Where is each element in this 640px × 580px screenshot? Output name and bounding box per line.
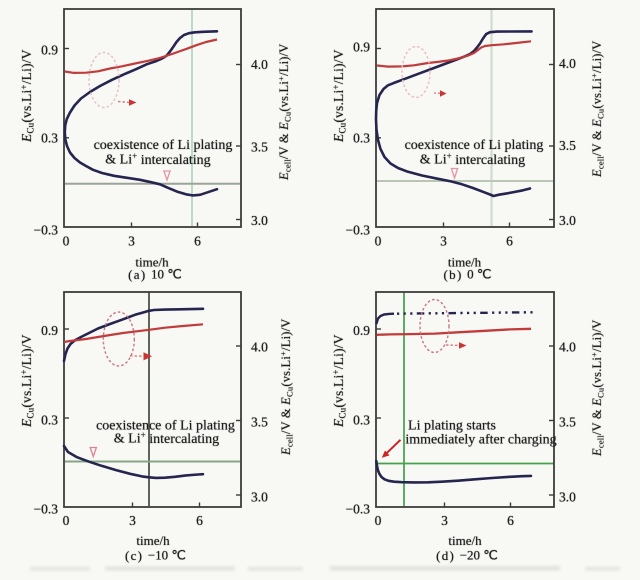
svg-text:0.3: 0.3	[353, 413, 370, 428]
svg-text:0: 0	[375, 513, 382, 528]
svg-text:coexistence of Li plating: coexistence of Li plating	[94, 138, 233, 153]
svg-text:Ecell/V & ECu(vs.Li+/Li)/V: Ecell/V & ECu(vs.Li+/Li)/V	[276, 43, 293, 181]
svg-text:(b) 0 ℃: (b) 0 ℃	[444, 267, 492, 282]
svg-text:6: 6	[194, 234, 201, 249]
svg-text:4.0: 4.0	[251, 340, 268, 355]
svg-text:time/h: time/h	[135, 255, 169, 270]
svg-text:0: 0	[375, 234, 382, 249]
svg-text:Li plating starts: Li plating starts	[408, 418, 496, 433]
svg-text:(a) 10 ℃: (a) 10 ℃	[128, 267, 182, 282]
svg-text:0: 0	[63, 234, 70, 249]
svg-text:6: 6	[506, 234, 513, 249]
svg-text:4.0: 4.0	[559, 56, 576, 71]
svg-text:(d) −20 ℃: (d) −20 ℃	[436, 548, 498, 563]
svg-text:ECu(vs.Li+/Li)/V: ECu(vs.Li+/Li)/V	[19, 49, 36, 143]
svg-text:0.9: 0.9	[41, 43, 58, 58]
svg-text:coexistence of Li plating: coexistence of Li plating	[96, 418, 235, 433]
svg-text:6: 6	[196, 513, 203, 528]
svg-text:3.0: 3.0	[251, 213, 268, 228]
svg-text:& Li+ intercalating: & Li+ intercalating	[114, 430, 219, 447]
svg-text:0.3: 0.3	[41, 413, 58, 428]
svg-text:4.0: 4.0	[559, 340, 576, 355]
svg-text:3.5: 3.5	[559, 138, 576, 153]
svg-text:Ecell/V & ECu(vs.Li+/Li)/V: Ecell/V & ECu(vs.Li+/Li)/V	[589, 40, 606, 178]
svg-text:3.5: 3.5	[251, 415, 268, 430]
svg-text:3: 3	[129, 513, 136, 528]
svg-text:time/h: time/h	[448, 255, 482, 270]
svg-text:−0.3: −0.3	[34, 223, 59, 238]
svg-text:0.9: 0.9	[353, 40, 370, 55]
svg-text:ECu(vs.Li+/Li)/V: ECu(vs.Li+/Li)/V	[19, 334, 36, 428]
svg-text:3: 3	[441, 513, 448, 528]
svg-text:3.0: 3.0	[251, 490, 268, 505]
svg-text:6: 6	[507, 513, 514, 528]
svg-text:coexistence of Li plating: coexistence of Li plating	[405, 138, 544, 153]
svg-text:3: 3	[128, 234, 135, 249]
svg-text:0.3: 0.3	[353, 131, 370, 146]
svg-text:& Li+ intercalating: & Li+ intercalating	[105, 151, 210, 168]
svg-text:time/h: time/h	[448, 533, 482, 548]
svg-text:3.0: 3.0	[559, 213, 576, 228]
svg-text:3.5: 3.5	[559, 415, 576, 430]
svg-text:Ecell/V & ECu(vs.Li+/Li)/V: Ecell/V & ECu(vs.Li+/Li)/V	[278, 318, 295, 456]
svg-text:0.9: 0.9	[41, 323, 58, 338]
svg-text:3.5: 3.5	[251, 140, 268, 155]
svg-text:ECu(vs.Li+/Li)/V: ECu(vs.Li+/Li)/V	[331, 49, 348, 143]
svg-text:0.9: 0.9	[353, 323, 370, 338]
svg-text:−0.3: −0.3	[346, 502, 371, 517]
svg-text:−0.3: −0.3	[346, 223, 371, 238]
svg-text:& Li+ intercalating: & Li+ intercalating	[420, 151, 525, 168]
svg-text:ECu(vs.Li+/Li)/V: ECu(vs.Li+/Li)/V	[331, 334, 348, 428]
svg-text:4.0: 4.0	[251, 57, 268, 72]
svg-text:−0.3: −0.3	[34, 502, 59, 517]
svg-text:Ecell/V & ECu(vs.Li+/Li)/V: Ecell/V & ECu(vs.Li+/Li)/V	[589, 319, 606, 457]
svg-text:(c) −10 ℃: (c) −10 ℃	[125, 548, 186, 563]
svg-text:time/h: time/h	[136, 533, 170, 548]
svg-text:0: 0	[63, 513, 70, 528]
svg-text:0.3: 0.3	[41, 131, 58, 146]
svg-text:3.0: 3.0	[559, 490, 576, 505]
svg-text:3: 3	[440, 234, 447, 249]
svg-text:immediately after charging: immediately after charging	[405, 433, 556, 448]
